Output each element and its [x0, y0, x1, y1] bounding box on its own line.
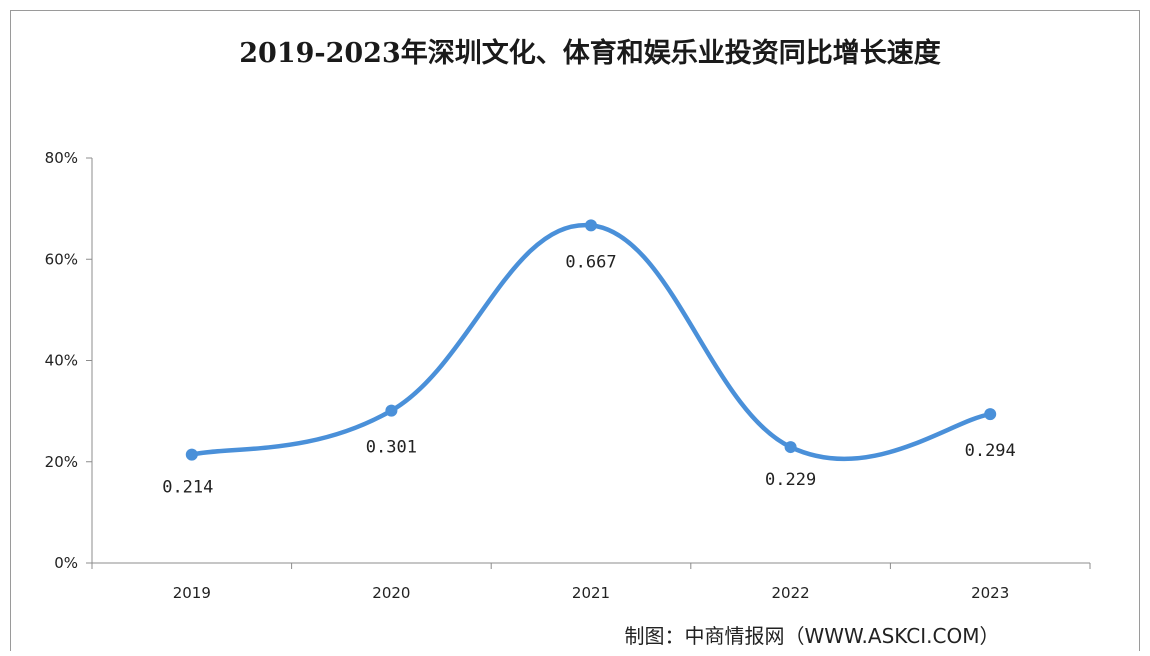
- data-label: 0.301: [366, 438, 417, 458]
- axes: 0% 20% 40% 60% 80% 2019 2020 2021 2022 2023: [45, 149, 1091, 602]
- series-layer: 0.214 0.301 0.667 0.229 0.294: [162, 219, 1016, 498]
- data-label: 0.294: [965, 441, 1016, 461]
- y-tick-label: 40%: [45, 352, 78, 370]
- data-label: 0.214: [162, 478, 213, 498]
- y-tick-label: 0%: [54, 554, 78, 572]
- x-tick-label: 2021: [572, 584, 610, 602]
- chart-frame: [10, 10, 1140, 651]
- x-tick-label: 2019: [173, 584, 211, 602]
- source-note: 制图：中商情报网（WWW.ASKCI.COM）: [625, 624, 1000, 648]
- y-tick-label: 80%: [45, 149, 78, 167]
- data-point: [385, 404, 398, 417]
- x-tick-label: 2023: [971, 584, 1009, 602]
- data-point: [185, 448, 198, 461]
- data-label: 0.667: [565, 252, 616, 272]
- data-point: [585, 219, 597, 232]
- y-tick-label: 60%: [45, 250, 78, 268]
- data-point: [984, 408, 997, 421]
- data-label: 0.229: [765, 470, 816, 490]
- y-tick-label: 20%: [45, 453, 78, 471]
- data-point: [784, 441, 797, 454]
- x-tick-label: 2022: [772, 584, 810, 602]
- x-tick-label: 2020: [372, 584, 410, 602]
- chart-title: 2019-2023年深圳文化、体育和娱乐业投资同比增长速度: [239, 37, 941, 69]
